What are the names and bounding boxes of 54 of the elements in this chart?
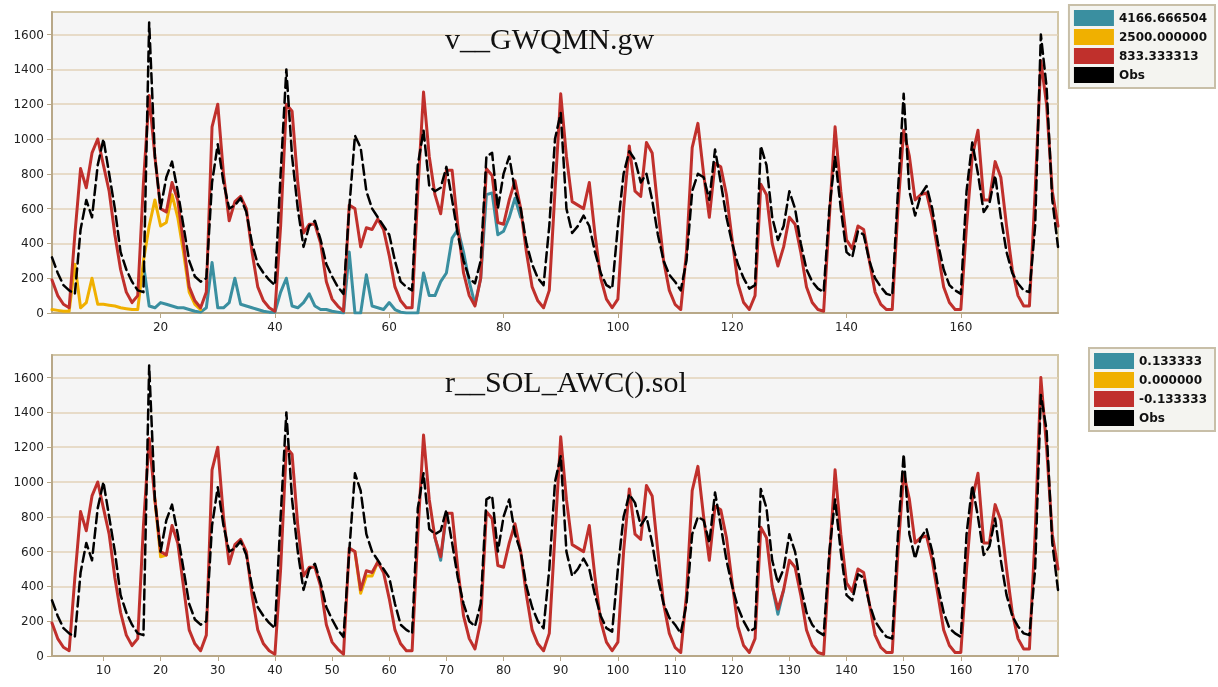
y-tick-label: 400 xyxy=(21,579,44,594)
x-tick-label: 60 xyxy=(381,663,397,677)
y-tick-label: 1600 xyxy=(13,27,44,42)
y-tick-label: 1200 xyxy=(13,97,44,112)
x-tick-label: 110 xyxy=(663,663,687,677)
x-tick-label: 40 xyxy=(267,320,283,334)
legend-label: -0.133333 xyxy=(1139,392,1208,406)
y-tick-label: 400 xyxy=(21,236,44,251)
y-tick-label: 600 xyxy=(21,201,44,216)
x-tick-label: 140 xyxy=(835,320,858,334)
x-tick-label: 40 xyxy=(267,663,283,677)
x-tick-label: 80 xyxy=(495,663,512,677)
legend-label: 833.333313 xyxy=(1118,49,1199,63)
y-tick-label: 1200 xyxy=(13,440,44,455)
x-tick-label: 90 xyxy=(553,663,569,677)
y-tick-label: 1000 xyxy=(13,475,44,490)
x-tick-label: 100 xyxy=(606,320,630,334)
y-tick-label: 0 xyxy=(36,306,44,320)
x-tick-label: 30 xyxy=(210,663,226,677)
y-tick-label: 1600 xyxy=(13,370,44,385)
chart-title: v__GWQMN.gw xyxy=(445,21,655,55)
x-tick-label: 150 xyxy=(892,663,916,677)
x-tick-label: 70 xyxy=(438,663,455,677)
legend-label: 4166.666504 xyxy=(1118,11,1208,25)
legend-label: 2500.000000 xyxy=(1118,30,1208,44)
chart-title: r__SOL_AWC().sol xyxy=(445,364,687,399)
line-series xyxy=(50,21,1060,297)
y-tick-label: 1000 xyxy=(13,132,44,147)
x-tick-label: 170 xyxy=(1006,663,1030,677)
x-tick-label: 140 xyxy=(835,663,858,677)
x-tick-label: 120 xyxy=(720,663,744,677)
y-tick-label: 800 xyxy=(21,166,44,181)
x-tick-label: 160 xyxy=(949,320,973,334)
legend-label: Obs xyxy=(1139,411,1165,425)
x-tick-label: 20 xyxy=(152,320,169,334)
x-tick-label: 130 xyxy=(777,663,801,677)
x-tick-label: 10 xyxy=(95,663,112,677)
y-tick-label: 800 xyxy=(21,509,44,524)
y-tick-label: 200 xyxy=(21,271,44,286)
legend-label: Obs xyxy=(1118,68,1145,82)
legend-label: 0.133333 xyxy=(1139,354,1203,368)
x-tick-label: 160 xyxy=(949,663,973,677)
x-tick-label: 80 xyxy=(495,320,512,334)
y-tick-label: 1400 xyxy=(13,62,44,77)
x-tick-label: 20 xyxy=(152,663,169,677)
y-tick-label: 1400 xyxy=(13,405,44,420)
y-tick-label: 0 xyxy=(36,649,44,663)
x-tick-label: 50 xyxy=(324,663,340,677)
x-tick-label: 60 xyxy=(381,320,397,334)
x-tick-label: 120 xyxy=(720,320,744,334)
x-tick-label: 100 xyxy=(606,663,630,677)
legend-label: 0.000000 xyxy=(1139,373,1203,387)
y-tick-label: 600 xyxy=(21,544,44,559)
y-tick-label: 200 xyxy=(21,614,44,629)
